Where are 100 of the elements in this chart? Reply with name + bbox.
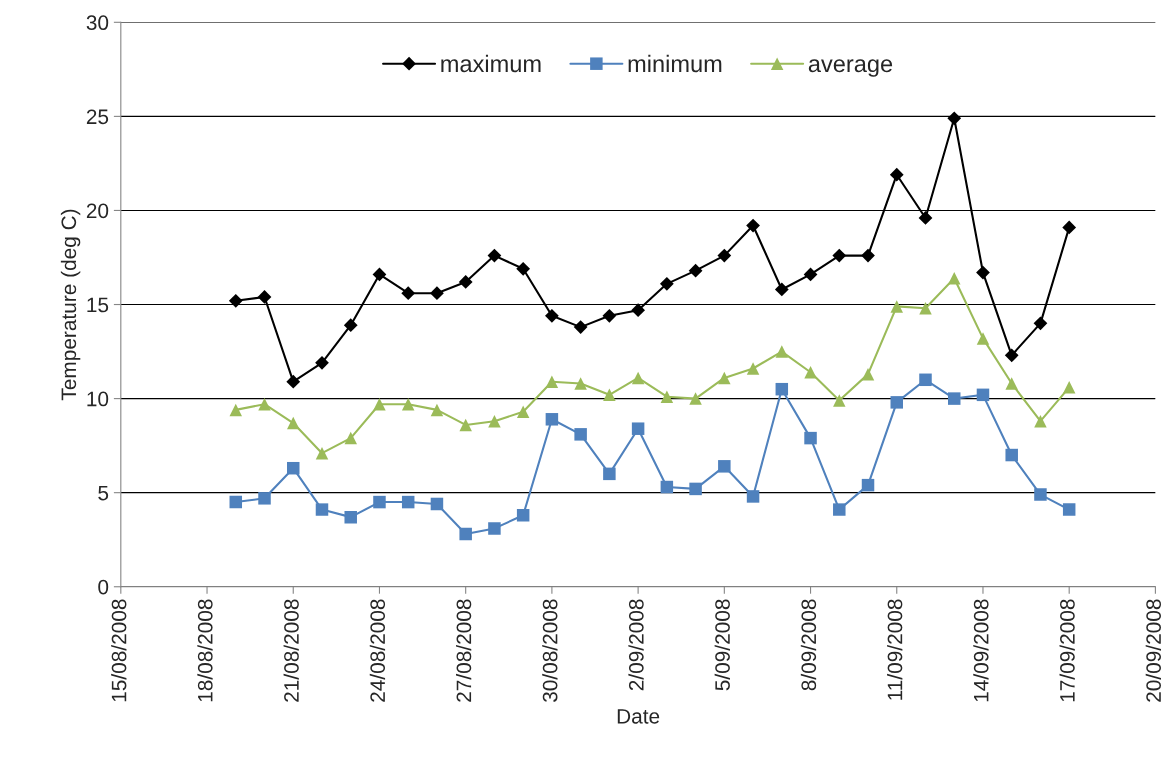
point <box>861 367 875 381</box>
point <box>947 271 961 285</box>
x-tick-label: 18/08/2008 <box>197 599 213 702</box>
point <box>488 414 501 428</box>
point <box>659 276 674 291</box>
point <box>458 275 473 289</box>
point <box>631 303 645 318</box>
point <box>774 282 789 297</box>
point <box>287 416 300 430</box>
point <box>516 509 530 522</box>
x-tick-label: 5/09/2008 <box>714 599 730 691</box>
point <box>976 265 990 280</box>
y-tick-label: 0 <box>98 579 109 595</box>
point <box>1062 220 1077 235</box>
point <box>746 490 760 503</box>
point <box>803 267 818 282</box>
x-tick-label: 8/09/2008 <box>800 599 817 691</box>
point <box>229 495 243 509</box>
point <box>1005 448 1018 462</box>
x-tick-label: 24/08/2008 <box>369 599 386 702</box>
point <box>344 431 357 445</box>
point <box>315 503 329 516</box>
point <box>228 293 243 308</box>
point <box>918 211 933 225</box>
point <box>919 373 932 387</box>
point <box>660 480 674 494</box>
point <box>343 318 358 333</box>
point <box>603 388 616 402</box>
point <box>775 382 789 396</box>
point <box>602 308 617 323</box>
point <box>287 461 300 475</box>
point <box>258 492 271 505</box>
point <box>717 248 732 263</box>
point <box>545 308 559 323</box>
point <box>1062 503 1076 516</box>
point <box>631 422 645 435</box>
y-tick-label: 10 <box>87 391 109 407</box>
point <box>516 405 530 419</box>
point <box>286 374 301 389</box>
point <box>516 261 531 276</box>
legend-label: maximum <box>441 54 541 73</box>
point <box>258 397 271 411</box>
point <box>775 345 789 358</box>
point <box>488 522 501 535</box>
point <box>1033 316 1048 331</box>
point <box>401 397 415 411</box>
point <box>804 431 817 445</box>
point <box>804 366 817 379</box>
point <box>574 428 587 441</box>
point <box>459 527 472 541</box>
legend-label: minimum <box>628 54 722 73</box>
point <box>689 482 702 496</box>
point <box>401 286 416 301</box>
point <box>1034 414 1047 428</box>
point <box>861 478 875 492</box>
point <box>229 403 243 417</box>
point <box>889 167 904 182</box>
point <box>545 413 559 426</box>
y-tick-label: 30 <box>86 15 109 31</box>
point <box>1062 381 1076 394</box>
point <box>430 286 444 301</box>
point <box>315 446 329 460</box>
point <box>315 355 329 370</box>
point <box>746 218 760 233</box>
point <box>976 388 990 402</box>
point <box>603 467 616 481</box>
point <box>976 332 990 345</box>
point <box>833 503 846 516</box>
point <box>947 111 962 126</box>
point <box>861 248 875 263</box>
point <box>459 418 472 432</box>
point <box>545 375 559 388</box>
point <box>833 394 846 407</box>
y-axis-title: Temperature (deg C) <box>60 209 81 401</box>
x-axis-title: Date <box>617 709 660 724</box>
point <box>688 263 703 278</box>
y-tick-label: 25 <box>86 109 109 125</box>
x-tick-label: 2/09/2008 <box>628 599 644 691</box>
y-tick-label: 20 <box>86 203 109 219</box>
point <box>401 495 415 509</box>
x-tick-label: 30/08/2008 <box>542 599 558 703</box>
y-tick-label: 5 <box>98 485 109 501</box>
legend-label: average <box>808 59 893 77</box>
point <box>373 397 386 411</box>
point <box>1004 348 1019 363</box>
x-tick-label: 21/08/2008 <box>283 599 299 702</box>
point <box>573 320 588 334</box>
point <box>746 362 760 375</box>
point <box>631 371 645 385</box>
point <box>1005 377 1018 390</box>
point <box>947 392 961 405</box>
point <box>372 267 387 282</box>
point <box>660 390 674 403</box>
point <box>890 300 904 313</box>
point <box>344 510 357 524</box>
x-tick-label: 17/09/2008 <box>1059 599 1075 702</box>
point <box>718 460 731 473</box>
x-tick-label: 11/09/2008 <box>887 599 903 700</box>
x-tick-label: 27/08/2008 <box>455 599 472 702</box>
x-tick-label: 20/09/2008 <box>1145 599 1161 702</box>
